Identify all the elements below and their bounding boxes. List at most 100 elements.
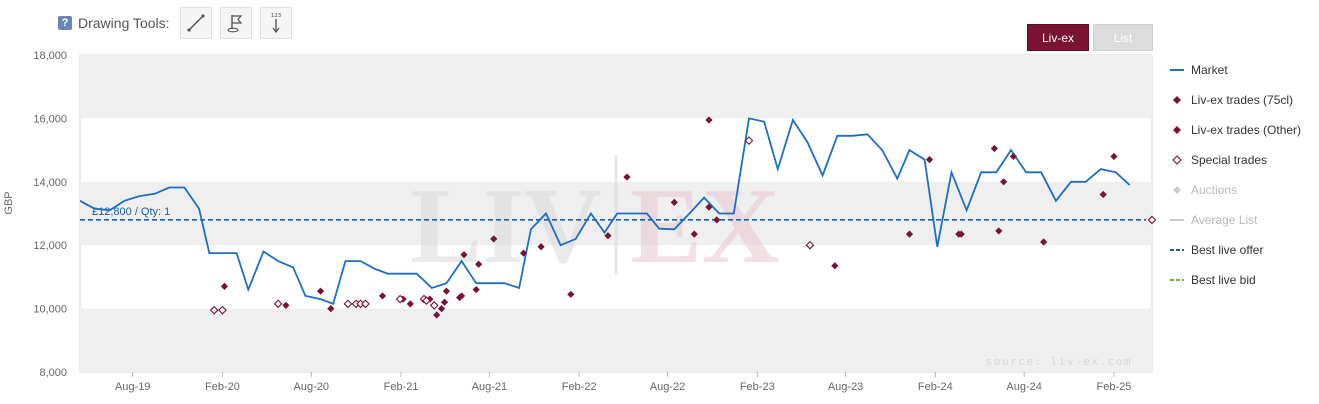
- trade-point: [406, 300, 414, 308]
- trade-point: [995, 227, 1003, 235]
- watermark-text: EX: [630, 167, 780, 286]
- trade-point: [925, 156, 934, 164]
- y-tick-label: 12,000: [33, 240, 67, 252]
- special-trade-point: [422, 296, 431, 306]
- list-view-button[interactable]: List: [1093, 24, 1153, 51]
- trade-point: [519, 249, 528, 257]
- vertical-arrow-icon: 123: [270, 13, 281, 34]
- x-tick-label: Aug-23: [828, 381, 863, 393]
- legend-symbol-icon: [1170, 185, 1184, 195]
- legend-label: Liv-ex trades (75cl): [1191, 93, 1294, 107]
- flag-icon: [227, 15, 242, 33]
- trade-point: [378, 292, 387, 300]
- flag-marker-button[interactable]: [219, 7, 252, 39]
- legend-item[interactable]: Liv-ex trades (75cl): [1170, 85, 1301, 115]
- y-tick-label: 18,000: [33, 50, 67, 62]
- chart-legend: Market Liv-ex trades (75cl) Liv-ex trades …: [1170, 55, 1301, 295]
- legend-label: Best live bid: [1191, 273, 1256, 287]
- x-tick-label: Aug-22: [650, 381, 685, 393]
- trade-point: [316, 287, 325, 295]
- special-trade-point: [805, 240, 815, 250]
- trade-point: [690, 230, 698, 238]
- drawing-toolbar: ? Drawing Tools: 123: [58, 6, 300, 40]
- trade-point: [705, 116, 713, 124]
- trade-point: [1110, 152, 1118, 161]
- legend-item[interactable]: Best live offer: [1170, 235, 1301, 265]
- legend-item[interactable]: Best live bid: [1170, 265, 1301, 295]
- x-tick-label: Aug-19: [115, 381, 150, 393]
- legend-symbol-icon: [1170, 125, 1184, 135]
- x-tick-label: Feb-24: [918, 381, 953, 393]
- trade-point: [457, 292, 466, 300]
- trade-point: [220, 282, 229, 291]
- special-trade-point: [273, 299, 283, 309]
- drawing-tools-label: Drawing Tools:: [78, 15, 170, 31]
- source-note: source: liv-ex.com: [986, 355, 1132, 368]
- livex-watermark: LIV EX: [410, 155, 780, 286]
- trade-point: [537, 243, 545, 251]
- y-tick-label: 16,000: [33, 113, 67, 125]
- trade-point: [905, 230, 914, 238]
- trade-point: [1000, 178, 1008, 186]
- trend-line-icon: [186, 14, 205, 32]
- x-tick-label: Aug-20: [294, 381, 329, 393]
- grid-band: [80, 308, 1152, 372]
- y-tick-label: 8,000: [39, 367, 67, 379]
- legend-symbol-icon: [1170, 276, 1184, 284]
- x-tick-label: Feb-21: [384, 381, 419, 393]
- trade-point: [990, 144, 998, 153]
- livex-view-button[interactable]: Liv-ex: [1027, 24, 1089, 51]
- x-tick-label: Aug-21: [472, 381, 507, 393]
- trade-point: [440, 298, 449, 306]
- legend-symbol-icon: [1170, 246, 1184, 254]
- legend-symbol-icon: [1170, 66, 1184, 74]
- trade-point: [460, 251, 468, 259]
- trade-point: [433, 311, 441, 319]
- trade-point: [437, 305, 446, 313]
- legend-label: Auctions: [1191, 183, 1238, 197]
- trade-point: [567, 290, 575, 298]
- legend-symbol-icon: [1170, 95, 1184, 105]
- special-trade-point: [429, 301, 439, 310]
- legend-symbol-icon: [1170, 155, 1184, 165]
- legend-item[interactable]: Market: [1170, 55, 1301, 85]
- legend-symbol-icon: [1170, 216, 1184, 224]
- special-trade-point: [395, 294, 405, 304]
- market-series-line: [79, 117, 1131, 305]
- legend-item[interactable]: Special trades: [1170, 145, 1301, 175]
- svg-text:123: 123: [270, 13, 281, 19]
- legend-item[interactable]: Average List: [1170, 205, 1301, 235]
- grid-band: [80, 55, 1152, 119]
- price-chart: LIV EX 8,000 10,000 12,000 14,000 16,000 18,00…: [3, 50, 1157, 393]
- legend-label: Best live offer: [1191, 243, 1264, 257]
- x-tick-label: Feb-22: [562, 381, 597, 393]
- trade-point: [475, 260, 483, 268]
- trade-point: [957, 230, 965, 238]
- x-tick-label: Feb-25: [1097, 381, 1132, 393]
- legend-label: Liv-ex trades (Other): [1191, 123, 1302, 137]
- trade-point: [442, 287, 451, 295]
- x-tick-label: Feb-23: [740, 381, 775, 393]
- best-offer-label: £12,800 / Qty: 1: [92, 206, 170, 218]
- trade-point: [623, 173, 631, 181]
- trade-point: [831, 262, 839, 270]
- legend-label: Special trades: [1191, 153, 1268, 167]
- y-tick-label: 10,000: [33, 304, 67, 316]
- trade-point: [670, 198, 678, 207]
- vertical-measure-button[interactable]: 123: [259, 7, 292, 39]
- trade-point: [472, 285, 480, 294]
- trade-point: [705, 203, 713, 211]
- trade-point: [327, 305, 335, 313]
- trade-point: [282, 301, 290, 310]
- trade-point: [1040, 238, 1048, 246]
- legend-item[interactable]: Auctions: [1170, 175, 1301, 205]
- legend-label: Market: [1191, 63, 1228, 77]
- trade-point: [713, 216, 721, 224]
- help-icon[interactable]: ?: [58, 16, 72, 30]
- draw-line-button[interactable]: [179, 7, 212, 39]
- x-tick-label: Feb-20: [205, 381, 240, 393]
- legend-item[interactable]: Liv-ex trades (Other): [1170, 115, 1301, 145]
- special-trade-point: [218, 305, 227, 315]
- trade-point: [1009, 152, 1018, 161]
- special-trade-point: [361, 299, 370, 309]
